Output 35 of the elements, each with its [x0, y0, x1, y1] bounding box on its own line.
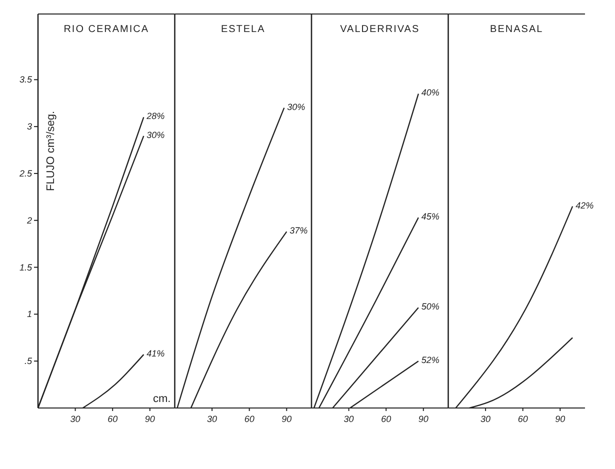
- x-axis-title: cm.: [153, 393, 171, 405]
- x-tick-label: 60: [381, 414, 392, 424]
- y-tick-label: .5: [24, 356, 33, 366]
- y-tick-label: 2: [26, 215, 32, 226]
- series-label: 30%: [287, 102, 306, 112]
- series-label: 45%: [421, 212, 440, 222]
- y-tick-label: 3.5: [19, 74, 33, 85]
- x-tick-label: 90: [418, 414, 428, 424]
- y-axis-title: FLUJO cm³/seg.: [45, 110, 57, 192]
- x-tick-label: 30: [207, 414, 218, 424]
- x-tick-label: 30: [344, 414, 354, 424]
- series-label: 37%: [290, 226, 308, 236]
- x-tick-label: 90: [282, 414, 292, 424]
- x-tick-label: 30: [480, 414, 491, 424]
- text: ESTELA: [220, 24, 266, 35]
- x-tick-label: 60: [244, 414, 254, 424]
- series-label: 30%: [146, 130, 165, 140]
- y-tick-label: 2.5: [18, 168, 33, 178]
- x-tick-label: 60: [108, 414, 118, 424]
- text: BENASAL: [490, 24, 544, 35]
- series-label: 52%: [421, 355, 440, 366]
- series-label: 42%: [576, 200, 594, 210]
- y-tick-label: 3: [26, 122, 32, 132]
- text: VALDERRIVAS: [340, 24, 420, 35]
- x-tick-label: 90: [555, 414, 566, 424]
- x-tick-label: 60: [518, 414, 528, 424]
- y-tick-label: 1.5: [19, 262, 33, 272]
- series-label: 28%: [146, 111, 165, 122]
- series-label: 41%: [146, 348, 165, 359]
- series-label: 50%: [421, 302, 440, 312]
- text: RIO CERAMICA: [64, 24, 150, 35]
- x-tick-label: 30: [70, 414, 80, 424]
- x-tick-label: 90: [144, 414, 155, 424]
- series-label: 40%: [421, 88, 440, 98]
- y-tick-label: 1: [26, 309, 32, 320]
